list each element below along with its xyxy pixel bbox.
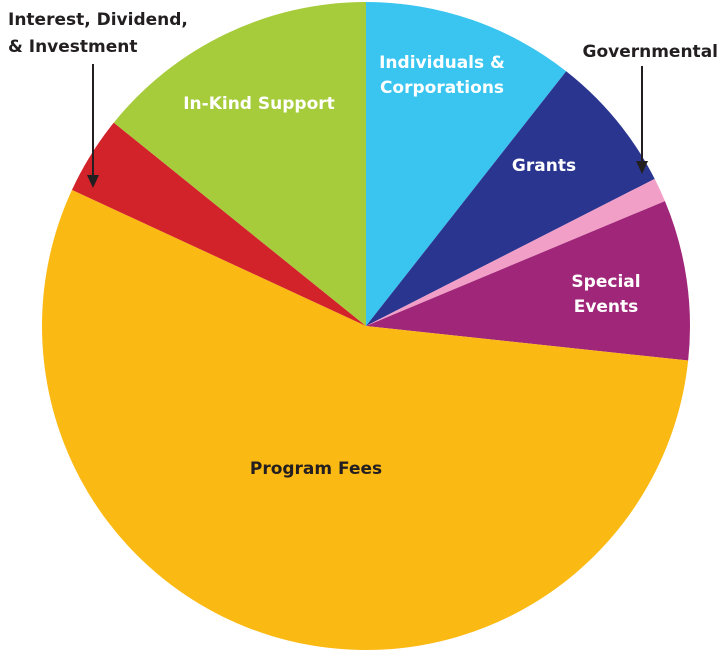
label-governmental: Governmental — [582, 42, 718, 62]
interest-pointer-arrow — [87, 64, 99, 188]
pie-slice-special-events — [366, 201, 690, 361]
label-interest-dividend-investment: Interest, Dividend, & Investment — [8, 10, 188, 57]
pie-slice-grants — [366, 71, 655, 327]
label-interest-dividend-investment-line: Interest, Dividend, — [8, 10, 188, 30]
label-grants-line: Grants — [512, 156, 576, 176]
pie-slice-interest-dividend-investment — [71, 122, 366, 326]
label-in-kind-support-line: In-Kind Support — [183, 94, 335, 114]
label-special-events-line: Special — [571, 272, 640, 292]
label-individuals-corporations-line: Individuals & — [379, 53, 505, 73]
label-special-events-line: Events — [574, 297, 639, 317]
pie-slice-governmental — [366, 178, 665, 326]
label-program-fees: Program Fees — [250, 459, 382, 479]
label-special-events: Special Events — [571, 272, 640, 317]
label-governmental-line: Governmental — [582, 42, 718, 62]
label-individuals-corporations: Individuals & Corporations — [379, 53, 505, 98]
label-program-fees-line: Program Fees — [250, 459, 382, 479]
label-interest-dividend-investment-line: & Investment — [8, 37, 138, 57]
label-individuals-corporations-line: Corporations — [380, 78, 504, 98]
label-grants: Grants — [512, 156, 576, 176]
label-in-kind-support: In-Kind Support — [183, 94, 335, 114]
governmental-pointer-arrow — [636, 66, 648, 174]
pie-slice-in-kind-support — [113, 2, 366, 326]
pie-slice-individuals-corporations — [366, 1, 567, 326]
pie-slice-program-fees — [41, 189, 689, 651]
